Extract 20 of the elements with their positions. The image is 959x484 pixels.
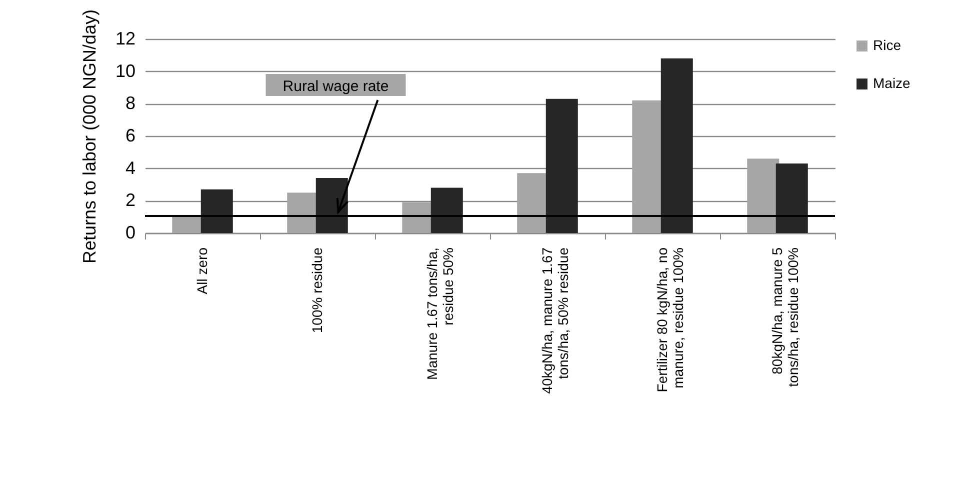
bar [776,163,808,233]
bar [200,189,233,233]
y-tick-label: 0 [125,222,136,242]
x-tick-label: All zero [194,247,210,294]
y-tick-label: 10 [115,60,136,81]
x-tick-label: Manure 1.67 tons/ha, residue 50% [424,248,456,380]
y-tick-label: 12 [115,28,136,48]
y-tick-label: 2 [125,190,136,210]
bar [660,58,693,233]
bar [316,178,348,233]
legend-label: Rice [873,37,902,53]
legend-label: Maize [873,75,911,91]
y-axis-title: Returns to labor (000 NGN/day) [79,9,100,264]
bar [546,98,578,233]
bar [430,188,463,233]
ref-line-label: Rural wage rate [282,78,389,95]
y-tick-label: 4 [125,158,136,178]
y-tick-label: 6 [125,126,136,146]
x-tick-label: 100% residue [309,247,325,334]
y-tick-label: 8 [125,93,136,114]
